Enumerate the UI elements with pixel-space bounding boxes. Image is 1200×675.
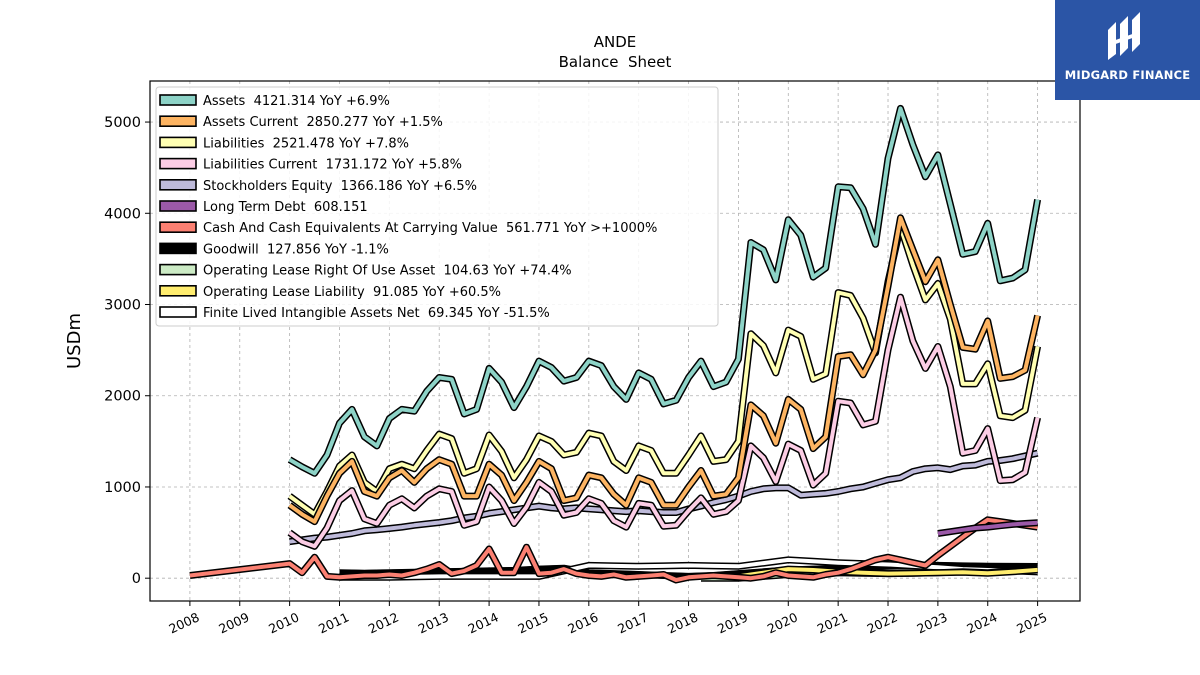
legend-swatch — [159, 179, 197, 191]
x-tick-label: 2013 — [416, 609, 451, 636]
chart-title: ANDE — [594, 33, 637, 51]
legend-label: Operating Lease Right Of Use Asset 104.6… — [203, 264, 572, 279]
legend-swatch — [159, 115, 197, 127]
chart-subtitle: Balance Sheet — [559, 53, 672, 71]
series-lines — [189, 104, 1042, 584]
x-tick-label: 2023 — [914, 609, 949, 636]
x-tick-label: 2015 — [515, 609, 550, 636]
legend-frame — [155, 86, 719, 327]
x-tick-label: 2022 — [865, 609, 900, 636]
x-tick-label: 2011 — [316, 609, 351, 636]
legend-swatch — [159, 263, 197, 276]
x-tick-label: 2014 — [466, 609, 501, 636]
x-tick-label: 2010 — [266, 609, 301, 636]
legend-label: Stockholders Equity 1366.186 YoY +6.5% — [203, 179, 477, 194]
legend: Assets 4121.314 YoY +6.9% Assets Current … — [155, 86, 719, 327]
legend-label: Goodwill 127.856 YoY -1.1% — [203, 242, 389, 257]
y-tick-label: 2000 — [104, 389, 141, 405]
series-line — [288, 225, 1040, 517]
series-3 — [287, 293, 1042, 550]
y-axis-ticks: 0 1000 2000 3000 4000 5000 — [104, 115, 150, 587]
series-line — [289, 451, 1039, 544]
brand-logo: MIDGARD FINANCE — [1055, 0, 1200, 100]
legend-label: Assets 4121.314 YoY +6.9% — [203, 94, 390, 109]
x-tick-label: 2024 — [964, 609, 999, 636]
x-tick-label: 2020 — [765, 609, 800, 636]
y-tick-label: 1000 — [104, 480, 141, 496]
x-tick-label: 2017 — [615, 609, 650, 636]
legend-label: Operating Lease Liability 91.085 YoY +60… — [203, 285, 501, 300]
x-tick-label: 2021 — [815, 609, 850, 636]
legend-label: Cash And Cash Equivalents At Carrying Va… — [203, 221, 657, 236]
x-tick-label: 2025 — [1014, 609, 1049, 636]
x-tick-label: 2009 — [216, 609, 251, 636]
series-4 — [289, 449, 1039, 546]
x-tick-label: 2012 — [366, 609, 401, 636]
y-tick-label: 5000 — [104, 115, 141, 131]
x-tick-label: 2018 — [665, 609, 700, 636]
x-axis-ticks: 2008 2009 2010 2011 2012 2013 2014 2015 2016 2017… — [166, 601, 1049, 636]
series-line — [288, 106, 1040, 476]
brand-name: MIDGARD FINANCE — [1064, 68, 1191, 82]
legend-swatch — [159, 242, 197, 255]
series-line — [189, 517, 1038, 582]
series-6 — [189, 516, 1039, 584]
legend-swatch — [159, 136, 197, 149]
midgard-logo-icon — [1108, 12, 1140, 60]
legend-swatch — [159, 157, 197, 170]
x-tick-label: 2016 — [565, 609, 600, 636]
legend-label: Finite Lived Intangible Assets Net 69.34… — [203, 306, 550, 321]
series-line-outline — [287, 293, 1042, 550]
series-2 — [287, 223, 1042, 518]
series-line — [288, 215, 1040, 524]
legend-label: Liabilities Current 1731.172 YoY +5.8% — [203, 158, 462, 173]
y-tick-label: 4000 — [104, 206, 141, 222]
y-axis-label: USDm — [64, 313, 85, 369]
legend-swatch — [159, 306, 197, 318]
x-tick-label: 2019 — [715, 609, 750, 636]
y-tick-label: 0 — [132, 571, 141, 587]
series-5 — [937, 519, 1038, 537]
legend-label: Assets Current 2850.277 YoY +1.5% — [203, 115, 443, 130]
series-line — [288, 295, 1040, 549]
legend-swatch — [159, 284, 197, 297]
series-line — [937, 520, 1038, 536]
legend-swatch — [159, 200, 197, 212]
legend-swatch — [159, 94, 197, 106]
legend-label: Long Term Debt 608.151 — [203, 200, 368, 215]
y-tick-label: 3000 — [104, 298, 141, 314]
series-1 — [287, 214, 1042, 526]
legend-label: Liabilities 2521.478 YoY +7.8% — [203, 136, 409, 151]
plot-frame — [149, 80, 1081, 602]
x-tick-label: 2008 — [166, 609, 201, 636]
legend-swatch — [159, 221, 197, 233]
series-0 — [287, 104, 1042, 477]
